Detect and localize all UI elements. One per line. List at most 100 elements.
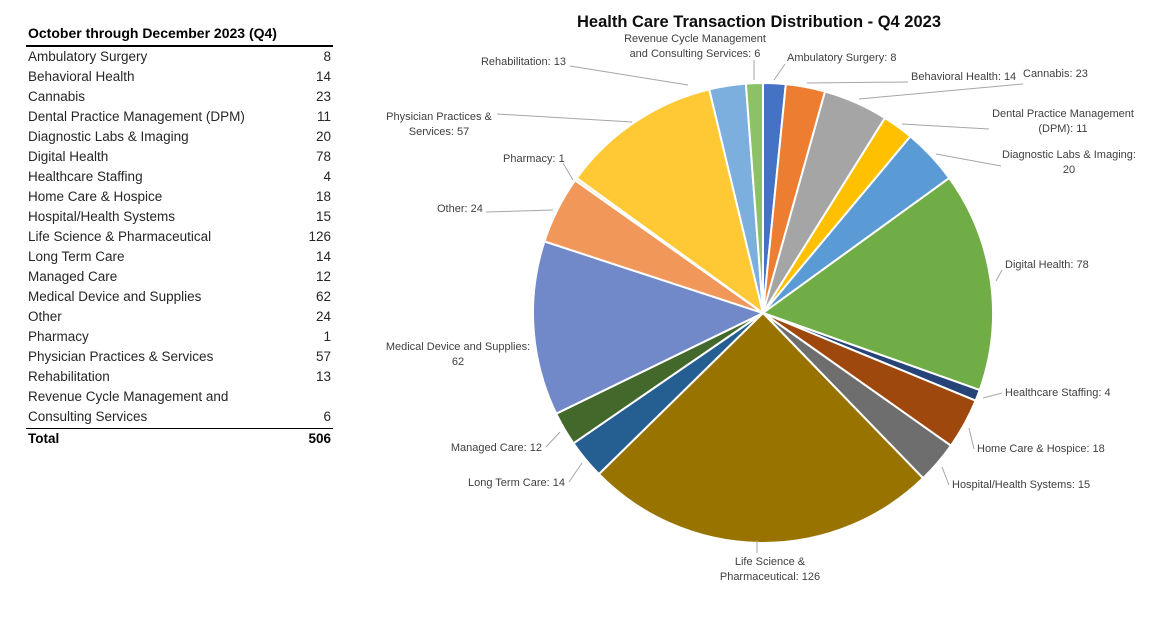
leader-line-other — [485, 209, 554, 213]
quarterly-transactions-table: October through December 2023 (Q4) Ambul… — [26, 24, 333, 449]
slice-label-diagnostic-labs-imaging: Diagnostic Labs & Imaging: — [1002, 149, 1136, 161]
slice-label-medical-device-and-supplies: Medical Device and Supplies: — [386, 341, 530, 353]
category-value: 11 — [316, 109, 331, 124]
total-label: Total — [28, 431, 60, 446]
slice-label-rehabilitation: Rehabilitation: 13 — [481, 56, 566, 68]
slice-label-other: Other: 24 — [437, 203, 483, 215]
slice-label-life-science-pharmaceutical: Life Science & — [735, 556, 806, 568]
pie-chart: Health Care Transaction Distribution - Q… — [386, 13, 1136, 583]
category-value: 62 — [315, 289, 331, 304]
table-row-rehabilitation: Rehabilitation 13 — [26, 367, 333, 387]
chart-title: Health Care Transaction Distribution - Q… — [577, 13, 941, 31]
table-row-behavioral-health: Behavioral Health 14 — [26, 67, 333, 87]
table-row-diagnostic-labs-imaging: Diagnostic Labs & Imaging 20 — [26, 127, 333, 147]
category-value: 14 — [315, 249, 331, 264]
slice-label-cannabis: Cannabis: 23 — [1023, 68, 1088, 80]
table-row-revenue-cycle-management-and-consulting-services: Revenue Cycle Management and Consulting … — [26, 387, 333, 427]
category-label: Rehabilitation — [28, 369, 110, 384]
category-value: 126 — [308, 229, 331, 244]
slice-label-medical-device-and-supplies: 62 — [452, 356, 464, 368]
pie-slice-life-science-pharmaceutical — [597, 312, 925, 544]
pie-slice-physician-practices-services — [575, 88, 764, 314]
total-value: 506 — [308, 431, 331, 446]
category-label: Ambulatory Surgery — [28, 49, 148, 64]
leader-line-dental-practice-management-dpm — [901, 123, 990, 130]
category-label: Healthcare Staffing — [28, 169, 143, 184]
table-header: October through December 2023 (Q4) — [26, 24, 333, 47]
pie-slices — [532, 81, 994, 544]
leader-line-managed-care — [545, 431, 561, 448]
category-value: 14 — [315, 69, 331, 84]
category-label: Digital Health — [28, 149, 109, 164]
slice-label-hospital-health-systems: Hospital/Health Systems: 15 — [952, 479, 1090, 491]
leader-line-rehabilitation — [569, 65, 689, 86]
table-row-ambulatory-surgery: Ambulatory Surgery 8 — [26, 47, 333, 67]
category-value: 57 — [315, 349, 331, 364]
table-row-other: Other 24 — [26, 307, 333, 327]
category-value: 23 — [315, 89, 331, 104]
slice-label-managed-care: Managed Care: 12 — [451, 442, 542, 454]
table-row-cannabis: Cannabis 23 — [26, 87, 333, 107]
category-value: 20 — [315, 129, 331, 144]
pie-chart-panel: Health Care Transaction Distribution - Q… — [375, 0, 1155, 612]
slice-label-healthcare-staffing: Healthcare Staffing: 4 — [1005, 387, 1111, 399]
table-row-life-science-pharmaceutical: Life Science & Pharmaceutical 126 — [26, 227, 333, 247]
table-row-digital-health: Digital Health 78 — [26, 147, 333, 167]
category-value: 8 — [323, 49, 331, 64]
category-value: 15 — [315, 209, 331, 224]
table-row-managed-care: Managed Care 12 — [26, 267, 333, 287]
leader-line-hospital-health-systems — [941, 466, 950, 486]
slice-label-diagnostic-labs-imaging: 20 — [1063, 164, 1075, 176]
table-body: Ambulatory Surgery 8 Behavioral Health 14 Ca… — [26, 47, 333, 427]
pie-slice-digital-health — [762, 177, 994, 392]
slice-label-physician-practices-services: Physician Practices & — [386, 111, 492, 123]
category-label: Hospital/Health Systems — [28, 209, 176, 224]
leader-line-diagnostic-labs-imaging — [935, 153, 1002, 167]
category-value: 4 — [323, 169, 331, 184]
table-row-physician-practices-services: Physician Practices & Services 57 — [26, 347, 333, 367]
table-total-row: Total 506 — [26, 428, 333, 449]
category-label: Diagnostic Labs & Imaging — [28, 129, 189, 144]
table-row-pharmacy: Pharmacy 1 — [26, 327, 333, 347]
leader-line-long-term-care — [568, 462, 583, 483]
leader-line-healthcare-staffing — [982, 392, 1003, 399]
category-label: Medical Device and Supplies — [28, 289, 202, 304]
category-label: Home Care & Hospice — [28, 189, 163, 204]
slice-label-physician-practices-services: Services: 57 — [409, 126, 470, 138]
table-row-hospital-health-systems: Hospital/Health Systems 15 — [26, 207, 333, 227]
category-label: Pharmacy — [28, 329, 89, 344]
category-label: Long Term Care — [28, 249, 125, 264]
leader-line-home-care-hospice — [968, 427, 975, 450]
category-value: 12 — [315, 269, 331, 284]
category-label: Life Science & Pharmaceutical — [28, 229, 212, 244]
pie-slice-revenue-cycle-management-and-consulting-services — [744, 82, 764, 314]
slice-label-life-science-pharmaceutical: Pharmaceutical: 126 — [720, 571, 820, 583]
category-label: Other — [28, 309, 62, 324]
category-label: Behavioral Health — [28, 69, 135, 84]
category-value: 78 — [315, 149, 331, 164]
slice-label-dental-practice-management-dpm: (DPM): 11 — [1038, 123, 1087, 135]
category-label: Physician Practices & Services — [28, 349, 214, 364]
table-row-long-term-care: Long Term Care 14 — [26, 247, 333, 267]
leader-line-behavioral-health — [806, 81, 909, 84]
leader-line-cannabis — [858, 83, 1024, 100]
leader-line-physician-practices-services — [496, 113, 633, 123]
table-row-home-care-hospice: Home Care & Hospice 18 — [26, 187, 333, 207]
slice-label-home-care-hospice: Home Care & Hospice: 18 — [977, 443, 1105, 455]
category-label: Dental Practice Management (DPM) — [28, 109, 245, 124]
slice-label-ambulatory-surgery: Ambulatory Surgery: 8 — [787, 52, 896, 64]
category-value: 6 — [323, 409, 331, 424]
leader-line-ambulatory-surgery — [773, 63, 786, 81]
leader-line-digital-health — [995, 269, 1003, 282]
category-value: 13 — [315, 369, 331, 384]
leader-lines — [485, 60, 1024, 553]
slice-label-revenue-cycle-management-and-consulting-services: Revenue Cycle Management — [624, 33, 766, 45]
leader-line-pharmacy — [562, 162, 574, 181]
slice-label-digital-health: Digital Health: 78 — [1005, 259, 1089, 271]
table-row-dental-practice-management-dpm: Dental Practice Management (DPM) 11 — [26, 107, 333, 127]
slice-label-long-term-care: Long Term Care: 14 — [468, 477, 565, 489]
slice-label-revenue-cycle-management-and-consulting-services: and Consulting Services: 6 — [630, 48, 761, 60]
category-value: 18 — [315, 189, 331, 204]
table-row-healthcare-staffing: Healthcare Staffing 4 — [26, 167, 333, 187]
slice-label-pharmacy: Pharmacy: 1 — [503, 153, 565, 165]
